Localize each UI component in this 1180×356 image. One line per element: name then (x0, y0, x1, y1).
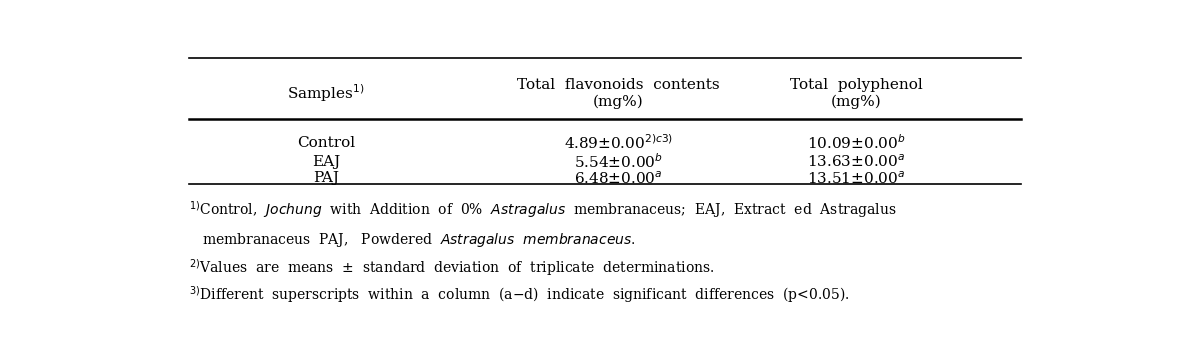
Text: 4.89$\pm$0.00$^{2)c3)}$: 4.89$\pm$0.00$^{2)c3)}$ (564, 134, 673, 152)
Text: $^{1)}$Control,  $\mathit{Jochung}$  with  Addition  of  0%  $\mathit{Astragalus: $^{1)}$Control, $\mathit{Jochung}$ with … (189, 199, 896, 220)
Text: Total  flavonoids  contents: Total flavonoids contents (517, 78, 720, 92)
Text: (mg%): (mg%) (594, 94, 644, 109)
Text: Total  polyphenol: Total polyphenol (789, 78, 923, 92)
Text: Control: Control (296, 136, 355, 150)
Text: Samples$^{1)}$: Samples$^{1)}$ (287, 83, 365, 104)
Text: 13.63$\pm$0.00$^{a}$: 13.63$\pm$0.00$^{a}$ (807, 154, 905, 170)
Text: 6.48$\pm$0.00$^{a}$: 6.48$\pm$0.00$^{a}$ (575, 170, 663, 187)
Text: membranaceus  PAJ,   Powdered  $\mathit{Astragalus}$  $\mathit{membranaceus.}$: membranaceus PAJ, Powdered $\mathit{Astr… (203, 231, 636, 249)
Text: PAJ: PAJ (313, 171, 339, 185)
Text: (mg%): (mg%) (831, 94, 881, 109)
Text: 5.54$\pm$0.00$^{b}$: 5.54$\pm$0.00$^{b}$ (573, 153, 663, 171)
Text: $^{3)}$Different  superscripts  within  a  column  (a$-$d)  indicate  significan: $^{3)}$Different superscripts within a c… (189, 284, 850, 305)
Text: $^{2)}$Values  are  means  $\pm$  standard  deviation  of  triplicate  determina: $^{2)}$Values are means $\pm$ standard d… (189, 257, 714, 278)
Text: 13.51$\pm$0.00$^{a}$: 13.51$\pm$0.00$^{a}$ (807, 170, 905, 187)
Text: EAJ: EAJ (312, 155, 340, 169)
Text: 10.09$\pm$0.00$^{b}$: 10.09$\pm$0.00$^{b}$ (807, 134, 905, 152)
